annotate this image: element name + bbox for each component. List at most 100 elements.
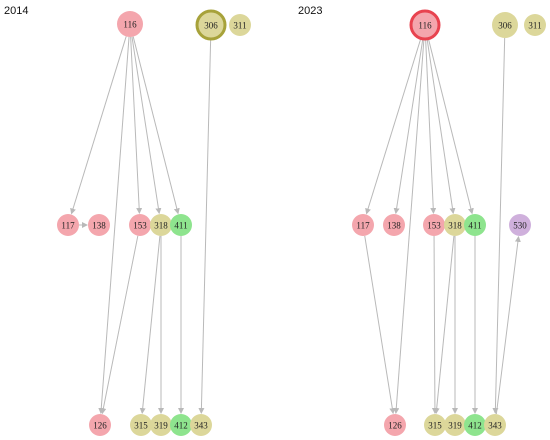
node-411: 411 (170, 214, 192, 236)
node-circle (130, 414, 152, 436)
node-label: 311 (528, 21, 541, 31)
edge-116-to-411 (427, 38, 474, 215)
node-label: 411 (174, 221, 187, 231)
node-label: 306 (204, 21, 218, 31)
node-319: 319 (444, 414, 466, 436)
node-153: 153 (423, 214, 445, 236)
edge-116-to-117 (365, 38, 422, 215)
node-label: 138 (387, 221, 401, 231)
edge-318-to-315 (433, 235, 455, 415)
node-label: 412 (174, 421, 188, 431)
edge-116-to-411 (132, 36, 180, 215)
node-circle (384, 414, 406, 436)
node-circle (464, 414, 486, 436)
edge-343-to-530 (495, 235, 521, 415)
node-circle (444, 214, 466, 236)
node-412: 412 (464, 414, 486, 436)
node-412: 412 (170, 414, 192, 436)
node-label: 412 (468, 421, 482, 431)
node-306: 306 (195, 9, 227, 41)
node-circle (195, 9, 227, 41)
node-319: 319 (150, 414, 172, 436)
node-label: 319 (448, 421, 462, 431)
node-label: 318 (448, 221, 462, 231)
edge-116-to-153 (425, 38, 437, 215)
edge-306-to-343 (198, 38, 212, 415)
node-label: 319 (154, 421, 168, 431)
node-circle (229, 14, 251, 36)
node-circle (424, 414, 446, 436)
node-circle (464, 214, 486, 236)
edge-116-to-126 (98, 36, 130, 415)
node-circle (352, 214, 374, 236)
node-circle (150, 414, 172, 436)
node-circle (484, 414, 506, 436)
node-label: 117 (356, 221, 370, 231)
node-circle (190, 414, 212, 436)
node-153: 153 (129, 214, 151, 236)
node-116: 116 (117, 11, 143, 37)
node-117: 117 (352, 214, 374, 236)
node-label: 530 (513, 221, 527, 231)
node-circle (509, 214, 531, 236)
node-343: 343 (190, 414, 212, 436)
panel-title-2014: 2014 (4, 5, 29, 17)
edge-116-to-117 (70, 36, 127, 215)
node-311: 311 (229, 14, 251, 36)
node-circle (423, 214, 445, 236)
node-126: 126 (384, 414, 406, 436)
node-label: 411 (468, 221, 481, 231)
node-306: 306 (492, 12, 518, 38)
node-311: 311 (524, 14, 546, 36)
node-label: 343 (194, 421, 208, 431)
node-circle (170, 414, 192, 436)
node-label: 126 (93, 421, 107, 431)
node-circle (492, 12, 518, 38)
node-label: 117 (61, 221, 75, 231)
node-label: 153 (133, 221, 147, 231)
node-label: 311 (233, 21, 246, 31)
node-138: 138 (383, 214, 405, 236)
edge-116-to-318 (131, 36, 162, 215)
node-117: 117 (57, 214, 79, 236)
node-circle (150, 214, 172, 236)
panel-title-2023: 2023 (298, 5, 323, 17)
node-318: 318 (444, 214, 466, 236)
edge-116-to-318 (426, 38, 456, 215)
node-circle (383, 214, 405, 236)
node-411: 411 (464, 214, 486, 236)
edge-306-to-343 (492, 37, 506, 415)
node-label: 138 (92, 221, 106, 231)
node-318: 318 (150, 214, 172, 236)
node-138: 138 (88, 214, 110, 236)
node-343: 343 (484, 414, 506, 436)
node-315: 315 (130, 414, 152, 436)
node-label: 318 (154, 221, 168, 231)
node-label: 306 (498, 21, 512, 31)
node-530: 530 (509, 214, 531, 236)
node-circle (524, 14, 546, 36)
node-315: 315 (424, 414, 446, 436)
node-126: 126 (89, 414, 111, 436)
node-circle (409, 9, 441, 41)
node-circle (88, 214, 110, 236)
node-circle (57, 214, 79, 236)
node-label: 315 (134, 421, 148, 431)
edge-153-to-315 (431, 235, 438, 415)
edge-318-to-315 (139, 235, 161, 415)
edge-116-to-153 (130, 36, 143, 215)
edge-116-to-126 (393, 38, 425, 415)
node-label: 116 (418, 21, 432, 31)
node-circle (117, 11, 143, 37)
node-label: 315 (428, 421, 442, 431)
node-circle (89, 414, 111, 436)
node-circle (129, 214, 151, 236)
edge-153-to-126 (100, 235, 139, 415)
edge-117-to-126 (364, 235, 396, 415)
node-label: 153 (427, 221, 441, 231)
node-label: 116 (123, 20, 137, 30)
node-circle (170, 214, 192, 236)
